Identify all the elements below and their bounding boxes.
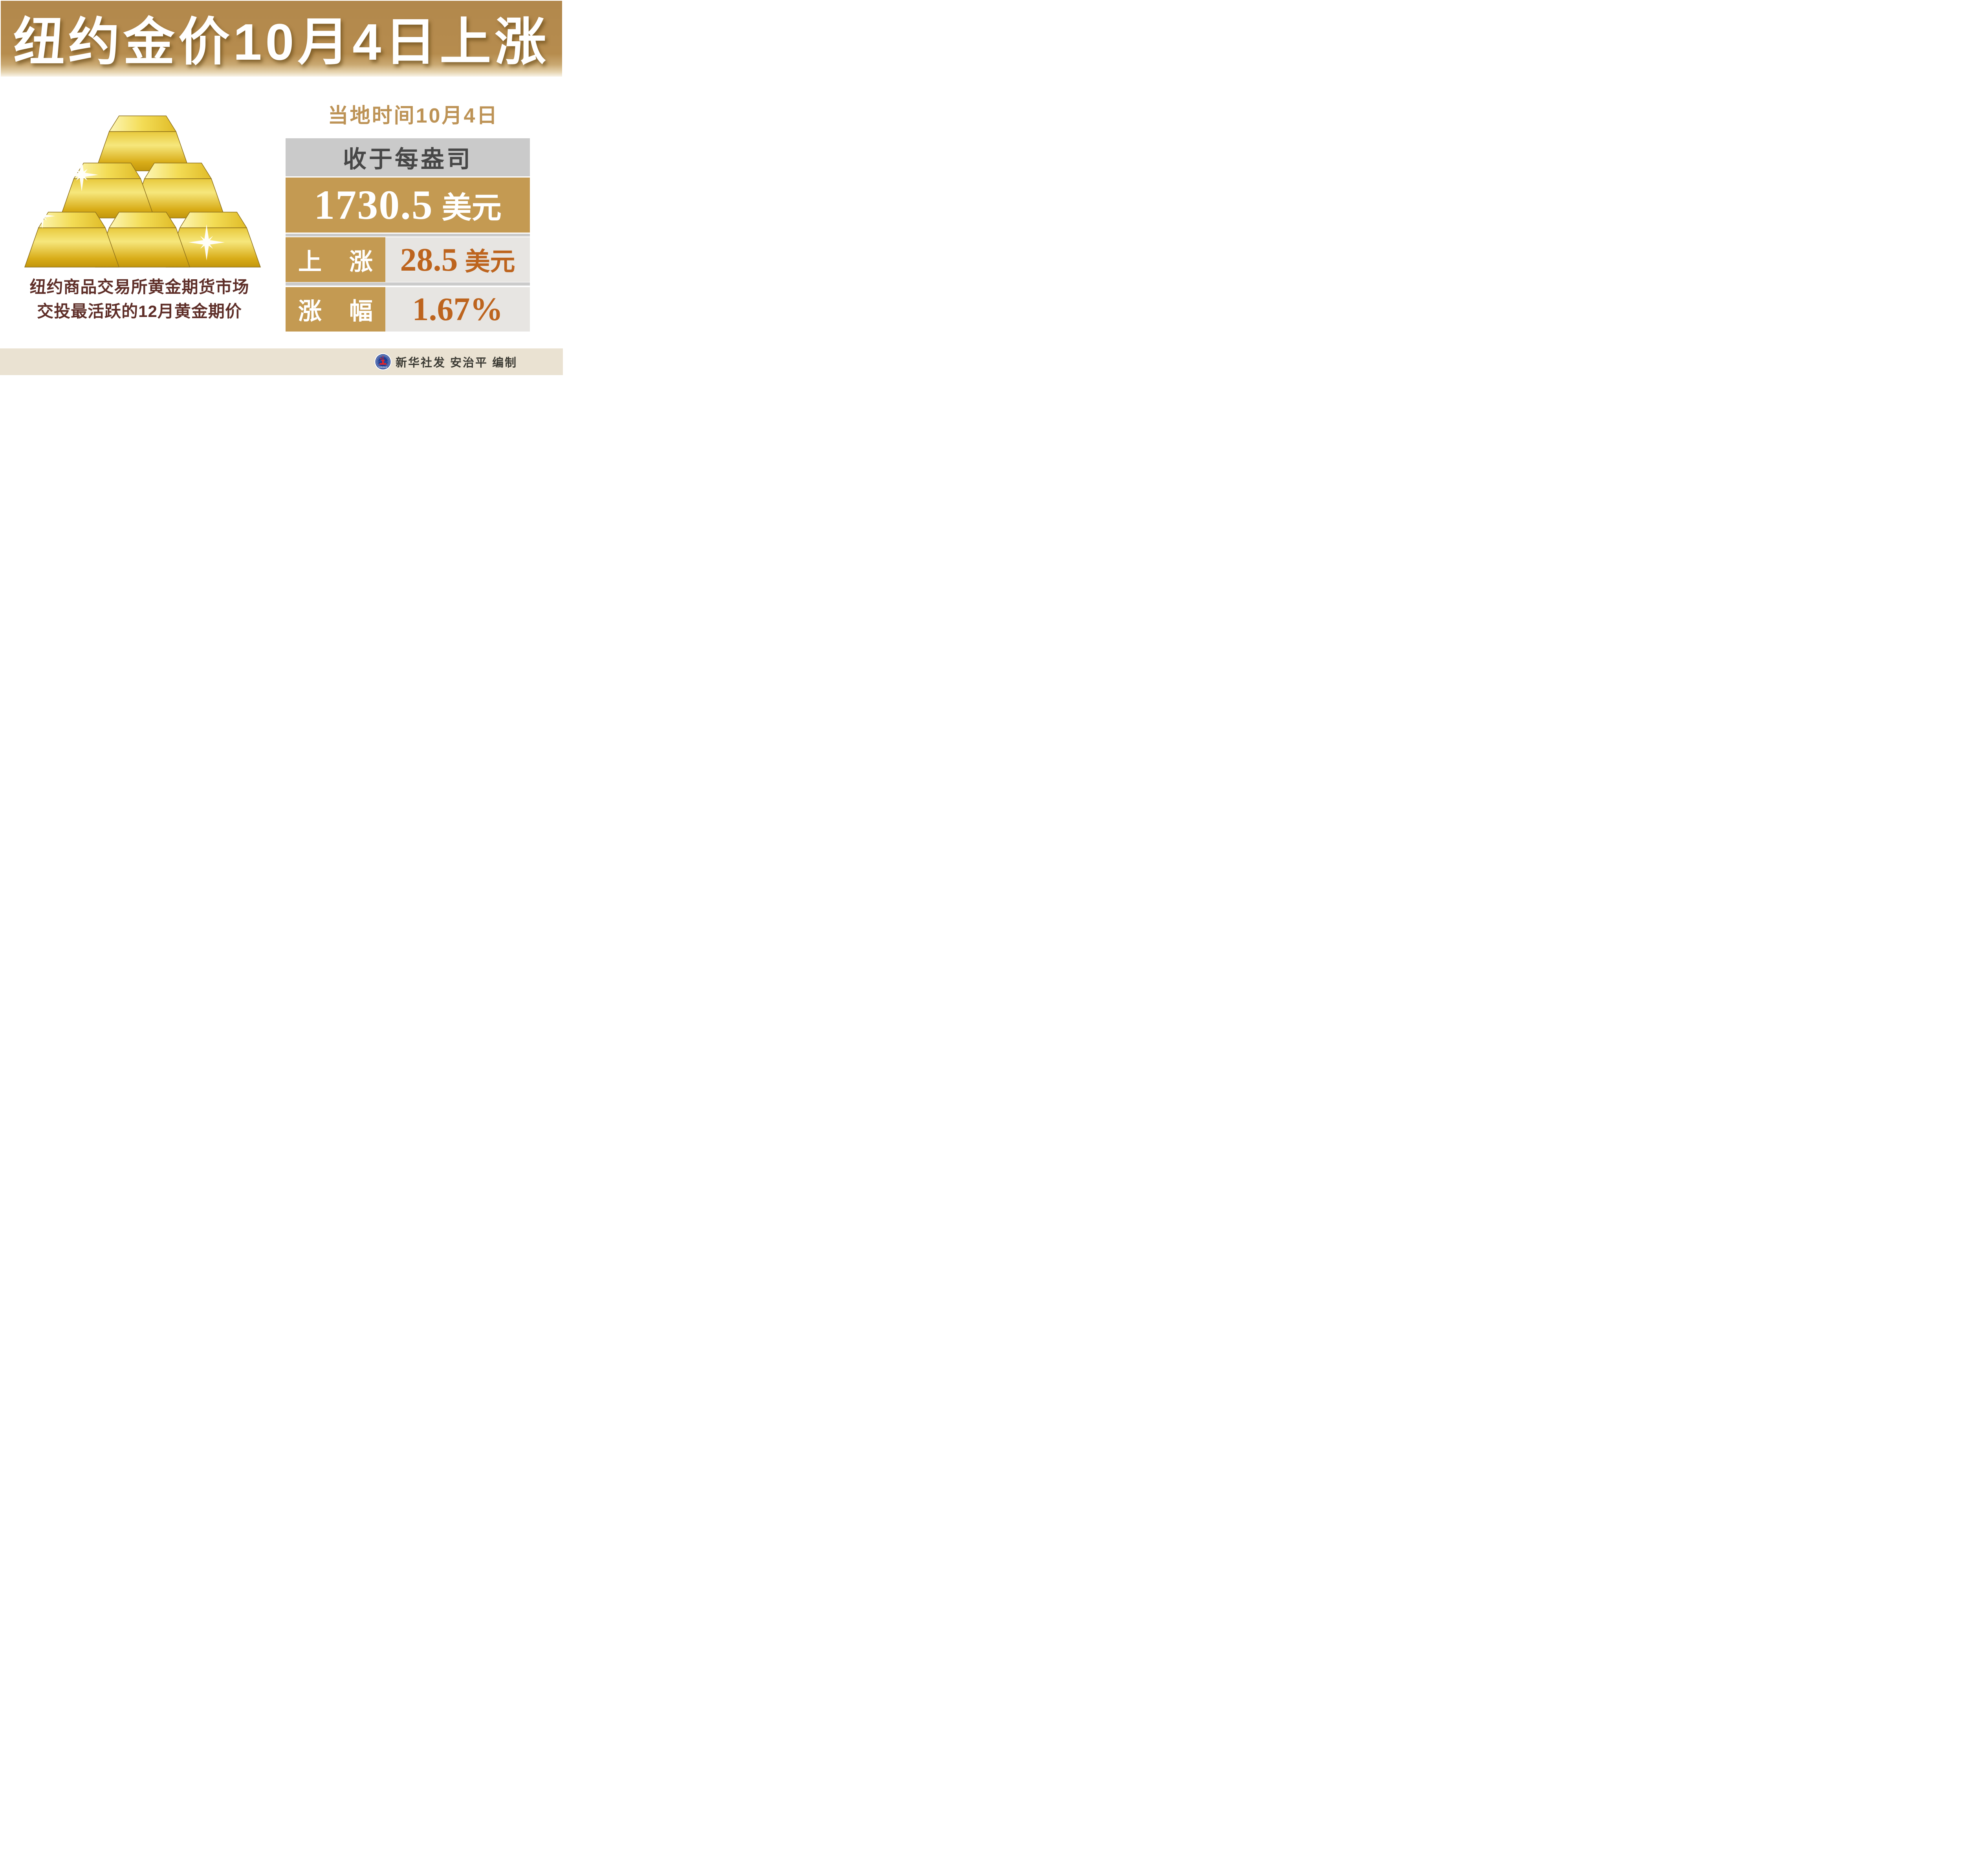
caption-line-1: 纽约商品交易所黄金期货市场 — [29, 278, 249, 296]
footer-content: XINHUA 新华社发 安治平 编制 — [374, 352, 517, 371]
gold-bar — [95, 115, 191, 171]
gold-bar — [59, 163, 155, 218]
row-label-char: 幅 — [349, 298, 373, 324]
divider — [286, 234, 530, 236]
caption: 纽约商品交易所黄金期货市场 交投最活跃的12月黄金期价 — [18, 275, 261, 324]
row-value: 1.67% — [385, 287, 530, 332]
svg-text:XINHUA: XINHUA — [379, 366, 387, 368]
price-table: 收于每盎司 1730.5 美元 上 涨 28.5 美元 涨 幅 1.67% — [286, 138, 530, 332]
gold-bar — [95, 212, 191, 267]
divider — [286, 282, 530, 286]
table-row-change: 上 涨 28.5 美元 — [286, 237, 530, 282]
caption-line-2: 交投最活跃的12月黄金期价 — [37, 302, 242, 321]
gold-bar — [24, 212, 120, 267]
page-title: 纽约金价10月4日上涨 — [13, 13, 550, 71]
row-label: 涨 幅 — [286, 287, 385, 332]
table-row-percent: 涨 幅 1.67% — [286, 287, 530, 332]
gold-bars-illustration — [24, 115, 261, 267]
row-value-number: 28.5 — [400, 241, 458, 278]
close-price-value: 1730.5 — [314, 182, 433, 228]
title-banner: 纽约金价10月4日上涨 — [1, 1, 562, 77]
gold-bar — [165, 212, 261, 267]
row-label-char: 上 — [298, 248, 322, 275]
footer: XINHUA 新华社发 安治平 编制 — [0, 348, 563, 375]
row-label-char: 涨 — [298, 298, 322, 324]
row-value-number: 1.67% — [412, 291, 503, 328]
sparkle-icon — [30, 158, 225, 260]
row-value: 28.5 美元 — [385, 237, 530, 282]
xinhua-logo: XINHUA — [374, 353, 392, 370]
xinhua-emblem — [379, 356, 387, 365]
row-label: 上 涨 — [286, 237, 385, 282]
close-price-row: 1730.5 美元 — [286, 178, 530, 233]
close-price-unit: 美元 — [442, 191, 502, 225]
gold-bar — [130, 163, 226, 218]
date-label: 当地时间10月4日 — [328, 104, 499, 127]
gold-price-infographic: 纽约金价10月4日上涨 — [0, 0, 563, 375]
table-header: 收于每盎司 — [286, 138, 530, 176]
credit-text: 新华社发 安治平 编制 — [396, 357, 518, 369]
row-value-unit: 美元 — [465, 247, 515, 276]
row-label-char: 涨 — [349, 248, 373, 275]
